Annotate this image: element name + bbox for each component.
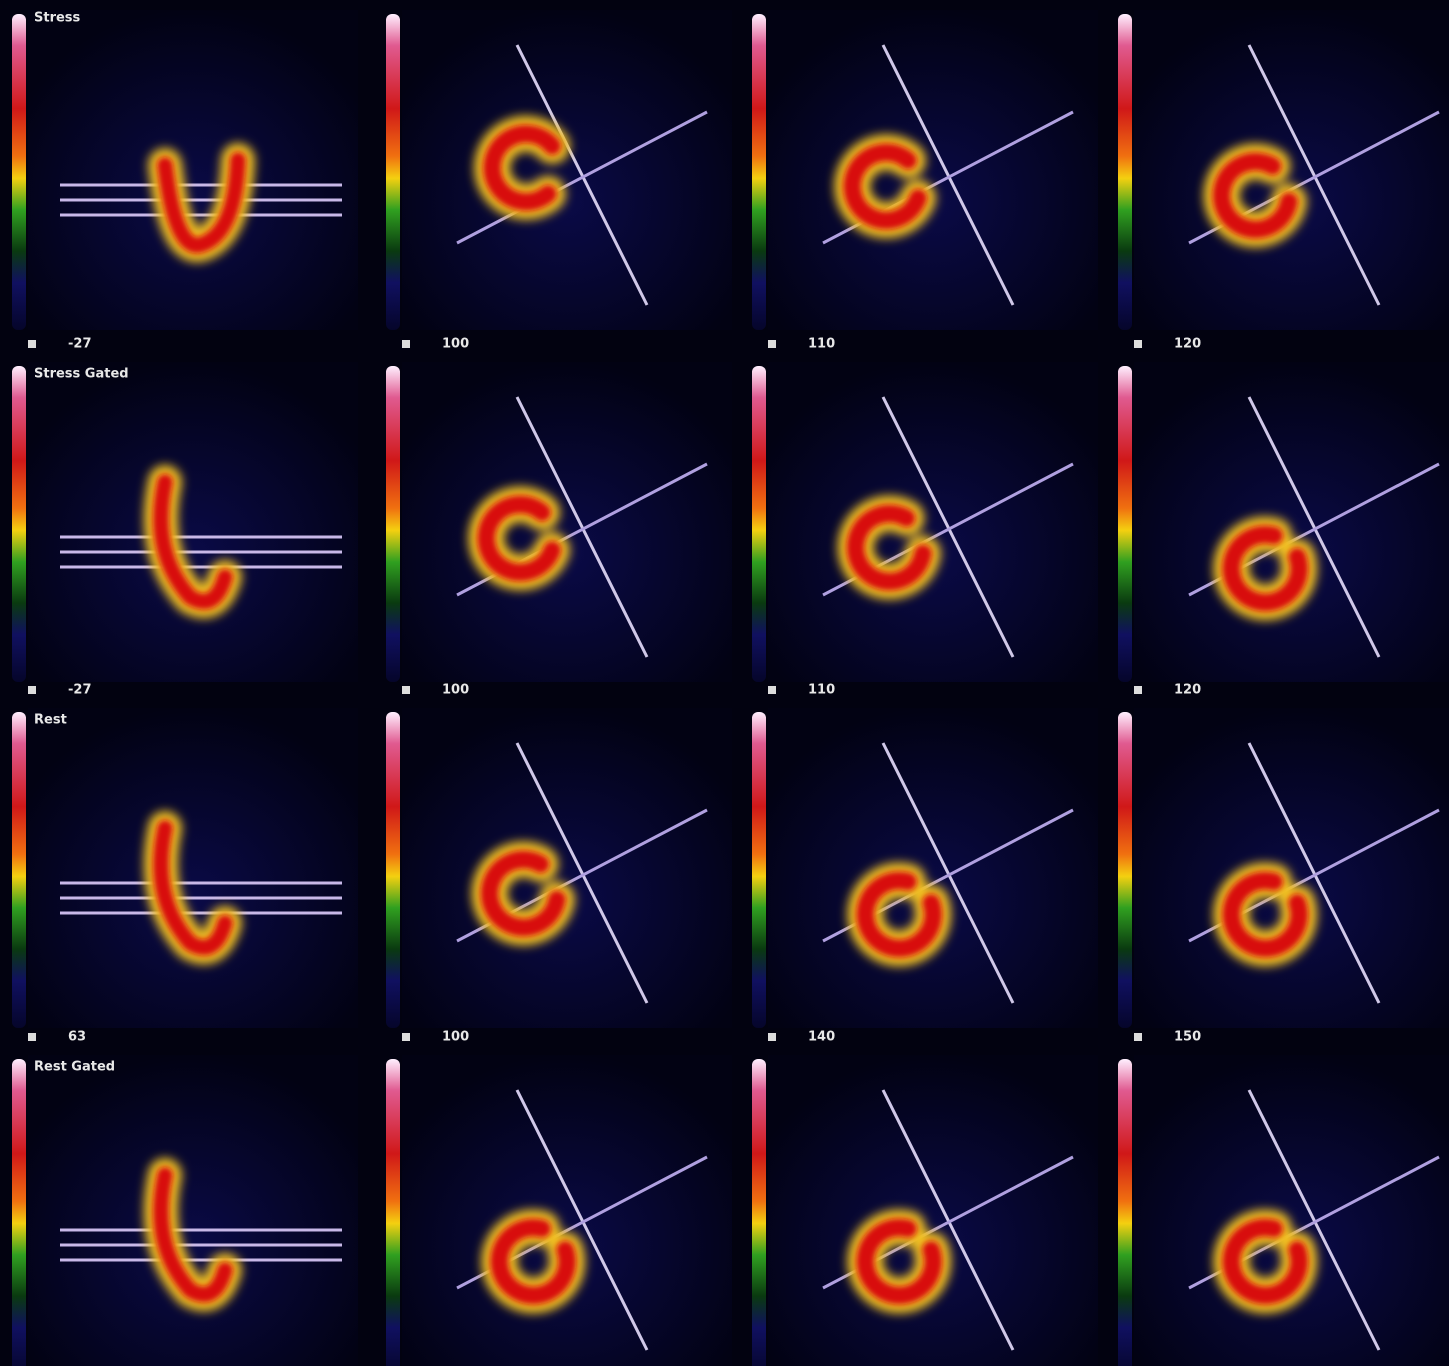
color-scale [386,1059,400,1366]
slice-panel: 110 [752,683,1098,1029]
slice-icon [402,340,410,348]
slice-panel [752,10,1098,330]
slice-panel: Stress [12,10,358,330]
color-scale [752,712,766,1028]
panel-background [1134,362,1449,682]
panel-background [28,1055,358,1366]
slice-label: 150 [1174,1030,1201,1045]
slice-label: -27 [68,683,92,698]
panel-background [768,708,1098,1028]
slice-label: 110 [808,337,835,352]
panel-background [1134,1055,1449,1366]
slice-icon [28,340,36,348]
slice-panel: 100 [386,337,732,683]
panel-background [402,10,732,330]
slice-icon [1134,1033,1142,1041]
panel-background [28,10,358,330]
color-scale [12,712,26,1028]
color-scale [752,14,766,330]
color-scale [12,366,26,682]
slice-label: 100 [442,683,469,698]
slice-panel: 63 Rest Gated [12,1030,358,1366]
slice-icon [28,1033,36,1041]
panel-background [1134,708,1449,1028]
slice-panel [386,10,732,330]
slice-icon [1134,340,1142,348]
slice-panel: 120 [1118,683,1449,1029]
color-scale [752,366,766,682]
color-scale [1118,14,1132,330]
color-scale [386,366,400,682]
slice-label: 140 [808,1030,835,1045]
slice-label: -27 [68,337,92,352]
panel-background [1134,10,1449,330]
panel-background [768,362,1098,682]
slice-panel: 110 [752,337,1098,683]
slice-icon [1134,686,1142,694]
slice-panel: 120 [1118,337,1449,683]
slice-panel: 100 [386,683,732,1029]
slice-label: 100 [442,337,469,352]
panel-background [28,708,358,1028]
slice-panel: 140 [752,1030,1098,1366]
slice-icon [402,1033,410,1041]
panel-background [402,1055,732,1366]
row-caption: Rest [34,713,67,728]
slice-icon [768,686,776,694]
color-scale [1118,366,1132,682]
slice-icon [28,686,36,694]
color-scale [12,14,26,330]
color-scale [12,1059,26,1366]
slice-label: 120 [1174,683,1201,698]
slice-panel: 100 [386,1030,732,1366]
slice-icon [768,1033,776,1041]
slice-panel [1118,10,1449,330]
slice-label: 110 [808,683,835,698]
color-scale [386,14,400,330]
slice-label: 100 [442,1030,469,1045]
slice-icon [768,340,776,348]
panel-background [402,362,732,682]
slice-icon [402,686,410,694]
color-scale [386,712,400,1028]
slice-panel: 150 [1118,1030,1449,1366]
slice-panel: -27 Stress Gated [12,337,358,683]
color-scale [752,1059,766,1366]
slice-viewer: Stress-27Stress Gated100110120-27Rest100… [0,0,1449,1366]
color-scale [1118,1059,1132,1366]
panel-background [402,708,732,1028]
slice-label: 120 [1174,337,1201,352]
row-caption: Stress Gated [34,367,129,382]
slice-label: 63 [68,1030,86,1045]
panel-background [768,1055,1098,1366]
color-scale [1118,712,1132,1028]
panel-background [768,10,1098,330]
row-caption: Rest Gated [34,1060,115,1075]
panel-background [28,362,358,682]
row-caption: Stress [34,11,81,26]
